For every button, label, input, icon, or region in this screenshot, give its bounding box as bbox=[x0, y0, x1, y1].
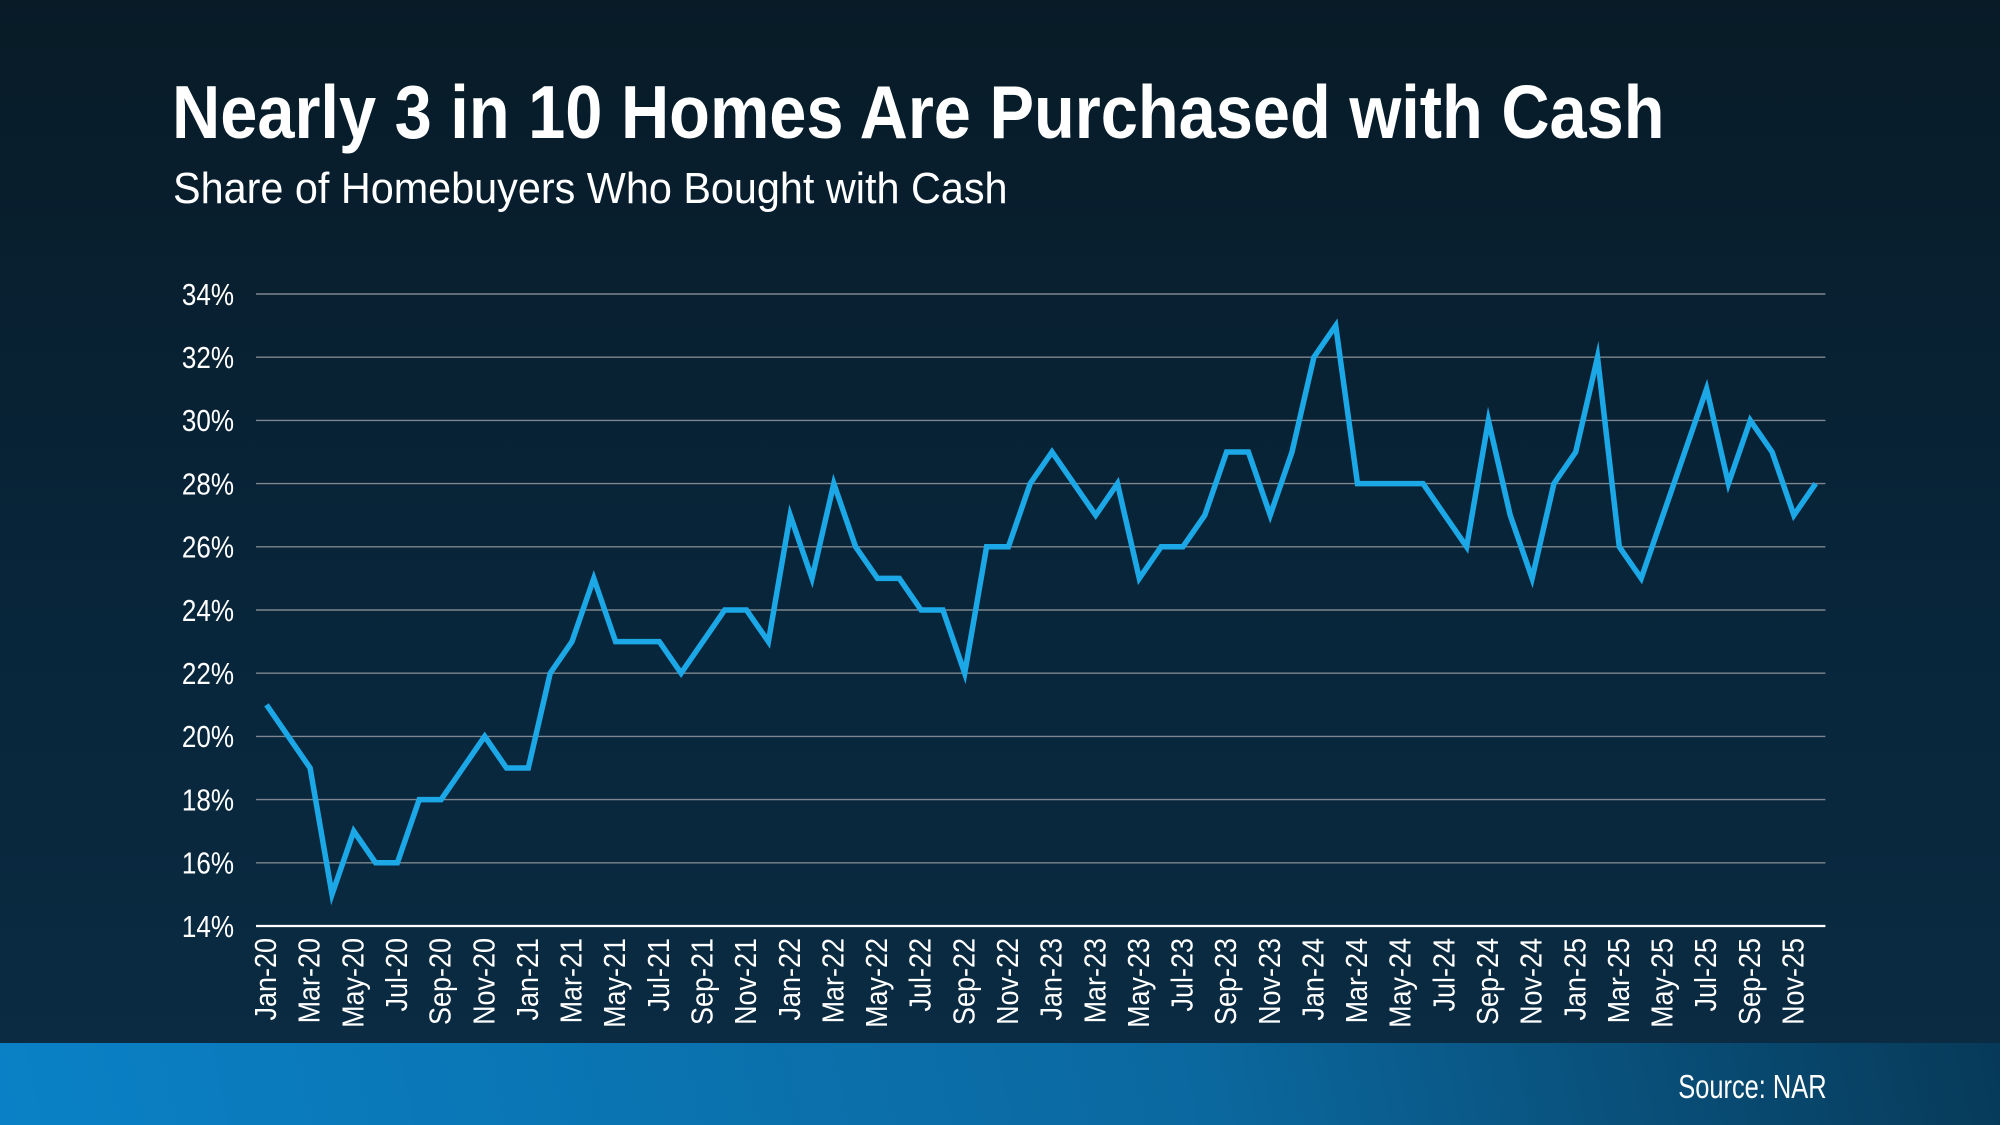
svg-text:Sep-20: Sep-20 bbox=[424, 938, 458, 1025]
svg-text:16%: 16% bbox=[182, 846, 234, 881]
svg-text:May-22: May-22 bbox=[860, 938, 894, 1028]
svg-text:Jul-20: Jul-20 bbox=[380, 938, 414, 1011]
svg-text:Jan-24: Jan-24 bbox=[1297, 938, 1331, 1020]
svg-text:Jan-25: Jan-25 bbox=[1559, 938, 1593, 1020]
svg-text:Jul-25: Jul-25 bbox=[1690, 938, 1724, 1011]
svg-text:Jan-21: Jan-21 bbox=[511, 938, 545, 1020]
svg-text:Sep-25: Sep-25 bbox=[1733, 938, 1767, 1025]
svg-text:26%: 26% bbox=[182, 530, 234, 565]
svg-text:20%: 20% bbox=[182, 720, 234, 755]
svg-text:Nov-24: Nov-24 bbox=[1515, 938, 1549, 1025]
svg-text:24%: 24% bbox=[182, 594, 234, 629]
svg-text:34%: 34% bbox=[182, 278, 234, 313]
svg-text:Mar-25: Mar-25 bbox=[1602, 938, 1636, 1023]
svg-text:May-23: May-23 bbox=[1122, 938, 1156, 1028]
svg-text:Jan-23: Jan-23 bbox=[1035, 938, 1069, 1020]
svg-text:Mar-20: Mar-20 bbox=[293, 938, 327, 1023]
svg-text:Nov-23: Nov-23 bbox=[1253, 938, 1287, 1025]
svg-text:Mar-24: Mar-24 bbox=[1340, 938, 1374, 1023]
svg-text:May-25: May-25 bbox=[1646, 938, 1680, 1028]
svg-text:Sep-21: Sep-21 bbox=[686, 938, 720, 1025]
svg-text:32%: 32% bbox=[182, 341, 234, 376]
svg-text:28%: 28% bbox=[182, 467, 234, 502]
svg-text:Jul-21: Jul-21 bbox=[642, 938, 676, 1011]
svg-text:Mar-22: Mar-22 bbox=[817, 938, 851, 1023]
svg-text:Nov-25: Nov-25 bbox=[1777, 938, 1811, 1025]
svg-text:Jan-22: Jan-22 bbox=[773, 938, 807, 1020]
svg-text:30%: 30% bbox=[182, 404, 234, 439]
svg-text:18%: 18% bbox=[182, 783, 234, 818]
svg-text:Mar-21: Mar-21 bbox=[555, 938, 589, 1023]
svg-text:14%: 14% bbox=[182, 910, 234, 945]
svg-text:Nov-21: Nov-21 bbox=[729, 938, 763, 1025]
svg-text:Jul-22: Jul-22 bbox=[904, 938, 938, 1011]
svg-text:Sep-22: Sep-22 bbox=[948, 938, 982, 1025]
svg-text:22%: 22% bbox=[182, 657, 234, 692]
svg-text:May-21: May-21 bbox=[599, 938, 633, 1028]
svg-text:Nov-22: Nov-22 bbox=[991, 938, 1025, 1025]
svg-text:May-24: May-24 bbox=[1384, 938, 1418, 1028]
svg-text:Sep-23: Sep-23 bbox=[1210, 938, 1244, 1025]
svg-text:Mar-23: Mar-23 bbox=[1079, 938, 1113, 1023]
svg-text:Nov-20: Nov-20 bbox=[468, 938, 502, 1025]
svg-text:Jul-23: Jul-23 bbox=[1166, 938, 1200, 1011]
svg-text:Sep-24: Sep-24 bbox=[1471, 938, 1505, 1025]
svg-text:May-20: May-20 bbox=[337, 938, 371, 1028]
svg-text:Jan-20: Jan-20 bbox=[249, 938, 283, 1020]
svg-text:Jul-24: Jul-24 bbox=[1428, 938, 1462, 1011]
